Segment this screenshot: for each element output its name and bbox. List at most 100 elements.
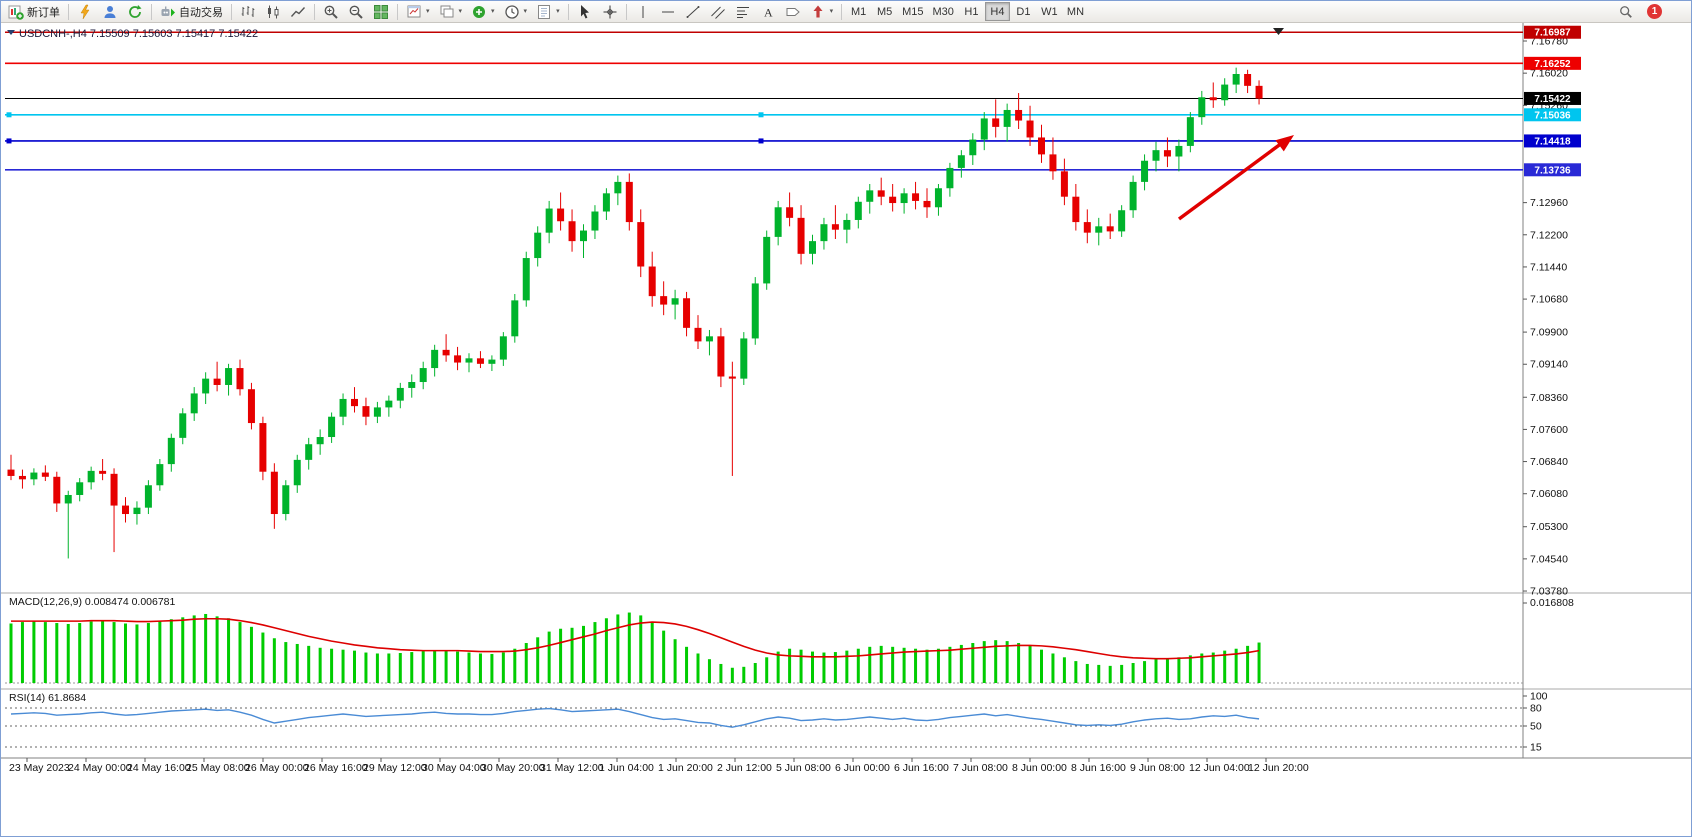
timeframe-M15[interactable]: M15 bbox=[898, 2, 927, 21]
svg-text:12 Jun 20:00: 12 Jun 20:00 bbox=[1248, 762, 1309, 774]
dropdown-caret: ▾ bbox=[556, 8, 560, 15]
new-chart-icon bbox=[407, 5, 421, 17]
trendline-icon bbox=[686, 5, 700, 18]
toolbar-separator bbox=[231, 3, 232, 20]
text-tool-button[interactable]: A bbox=[756, 2, 780, 21]
svg-text:8 Jun 00:00: 8 Jun 00:00 bbox=[1012, 762, 1067, 774]
arrow-shape-icon bbox=[813, 5, 823, 17]
level-price-badge bbox=[1524, 108, 1581, 122]
timeframe-H1[interactable]: H1 bbox=[959, 2, 984, 21]
vertical-line-tool-button[interactable] bbox=[631, 2, 655, 21]
new-order-button[interactable]: 新订单 bbox=[4, 2, 64, 21]
svg-text:1 Jun 04:00: 1 Jun 04:00 bbox=[599, 762, 654, 774]
timeframe-W1[interactable]: W1 bbox=[1037, 2, 1062, 21]
timeframe-H4[interactable]: H4 bbox=[984, 2, 1010, 21]
svg-text:7.16252: 7.16252 bbox=[1534, 59, 1571, 70]
svg-text:9 Jun 08:00: 9 Jun 08:00 bbox=[1130, 762, 1185, 774]
symbol-menu-icon[interactable] bbox=[7, 30, 15, 35]
zoom-in-button[interactable] bbox=[319, 2, 343, 21]
vertical-line-icon bbox=[642, 5, 644, 18]
line-handle[interactable] bbox=[6, 112, 12, 118]
chart-shift-marker[interactable] bbox=[1273, 28, 1284, 35]
refresh-icon bbox=[129, 4, 142, 18]
svg-text:80: 80 bbox=[1530, 703, 1542, 715]
zoom-out-button[interactable] bbox=[344, 2, 368, 21]
profiles-button[interactable]: ▾ bbox=[435, 2, 467, 21]
level-price-badge bbox=[1524, 163, 1581, 177]
toolbar-separator bbox=[841, 3, 843, 20]
svg-text:7.16020: 7.16020 bbox=[1530, 68, 1568, 80]
timeframe-group: M1 M5 M15 M30 H1 H4 D1 W1 MN bbox=[846, 2, 1088, 21]
line-handle[interactable] bbox=[758, 138, 764, 144]
timeframe-M30[interactable]: M30 bbox=[929, 2, 958, 21]
new-order-icon bbox=[8, 5, 24, 20]
lightning-icon bbox=[80, 4, 90, 19]
fibonacci-icon bbox=[736, 6, 749, 18]
svg-text:24 May 00:00: 24 May 00:00 bbox=[68, 762, 132, 774]
fibonacci-tool-button[interactable] bbox=[731, 2, 755, 21]
trendline-tool-button[interactable] bbox=[681, 2, 705, 21]
svg-text:12 Jun 04:00: 12 Jun 04:00 bbox=[1189, 762, 1250, 774]
timeframe-MN[interactable]: MN bbox=[1063, 2, 1088, 21]
toolbar-right-group: 1 bbox=[1615, 2, 1662, 21]
label-tool-button[interactable] bbox=[781, 2, 805, 21]
svg-text:7.15422: 7.15422 bbox=[1534, 94, 1571, 105]
new-chart-button[interactable]: ▾ bbox=[402, 2, 434, 21]
svg-text:100: 100 bbox=[1530, 691, 1548, 703]
search-button[interactable] bbox=[1615, 2, 1637, 21]
macd-label: MACD(12,26,9) 0.008474 0.006781 bbox=[9, 596, 176, 608]
search-icon bbox=[1620, 5, 1632, 18]
dropdown-caret: ▾ bbox=[523, 8, 528, 15]
trend-arrow-annotation[interactable] bbox=[1177, 135, 1294, 221]
candle-chart-button[interactable] bbox=[261, 2, 285, 21]
chart-background bbox=[1, 23, 1691, 836]
svg-text:0.016808: 0.016808 bbox=[1530, 597, 1574, 609]
toolbar-separator bbox=[397, 3, 398, 20]
periods-button[interactable]: ▾ bbox=[500, 2, 532, 21]
cursor-button[interactable] bbox=[573, 2, 597, 21]
line-chart-button[interactable] bbox=[286, 2, 310, 21]
channel-tool-button[interactable] bbox=[706, 2, 730, 21]
dropdown-caret: ▾ bbox=[491, 8, 495, 15]
rsi-line bbox=[10, 707, 1260, 728]
svg-text:7.12200: 7.12200 bbox=[1530, 229, 1568, 241]
svg-text:25 May 08:00: 25 May 08:00 bbox=[186, 762, 250, 774]
horizontal-line-tool-button[interactable] bbox=[656, 2, 680, 21]
svg-text:5 Jun 08:00: 5 Jun 08:00 bbox=[776, 762, 831, 774]
zoom-out-icon bbox=[349, 5, 363, 19]
line-handle[interactable] bbox=[758, 112, 764, 118]
toolbar-separator bbox=[68, 3, 69, 20]
timeframe-D1[interactable]: D1 bbox=[1011, 2, 1036, 21]
svg-text:7.13736: 7.13736 bbox=[1534, 165, 1571, 176]
new-order-label: 新订单 bbox=[27, 6, 60, 19]
toolbar: 新订单 自动交易 bbox=[1, 1, 1691, 23]
arrows-tool-button[interactable]: ▾ bbox=[806, 2, 838, 21]
svg-text:30 May 20:00: 30 May 20:00 bbox=[481, 762, 545, 774]
price-axis-badges: 7.16987 7.16252 7.15422 7.15036 7.14418 7.137… bbox=[1524, 25, 1581, 177]
templates-button[interactable]: ▾ bbox=[532, 2, 564, 21]
svg-text:7.09900: 7.09900 bbox=[1530, 327, 1568, 339]
indicators-button[interactable]: ▾ bbox=[467, 2, 499, 21]
bar-chart-button[interactable] bbox=[236, 2, 260, 21]
svg-text:7.04540: 7.04540 bbox=[1530, 553, 1568, 565]
toolbar-separator bbox=[567, 3, 569, 20]
chart-area[interactable]: 7.167807.160207.152607.129607.122007.114… bbox=[1, 23, 1692, 837]
refresh-button[interactable] bbox=[123, 2, 147, 21]
macd-pane: MACD(12,26,9) 0.008474 0.006781 0.016808 bbox=[5, 596, 1574, 684]
notification-badge[interactable]: 1 bbox=[1647, 4, 1662, 19]
tile-windows-button[interactable] bbox=[369, 2, 393, 21]
macd-signal-line bbox=[11, 617, 1260, 660]
quick-trade-button[interactable] bbox=[73, 2, 97, 21]
svg-text:24 May 16:00: 24 May 16:00 bbox=[127, 762, 191, 774]
level-lines bbox=[5, 31, 1523, 171]
crosshair-button[interactable] bbox=[598, 2, 622, 21]
timeframe-M5[interactable]: M5 bbox=[872, 2, 897, 21]
svg-text:15: 15 bbox=[1530, 742, 1542, 754]
timeframe-M1[interactable]: M1 bbox=[846, 2, 871, 21]
profile-button[interactable] bbox=[98, 2, 122, 21]
auto-trading-button[interactable]: 自动交易 bbox=[156, 2, 227, 21]
svg-text:7.06840: 7.06840 bbox=[1530, 456, 1568, 468]
line-handle[interactable] bbox=[6, 138, 12, 144]
